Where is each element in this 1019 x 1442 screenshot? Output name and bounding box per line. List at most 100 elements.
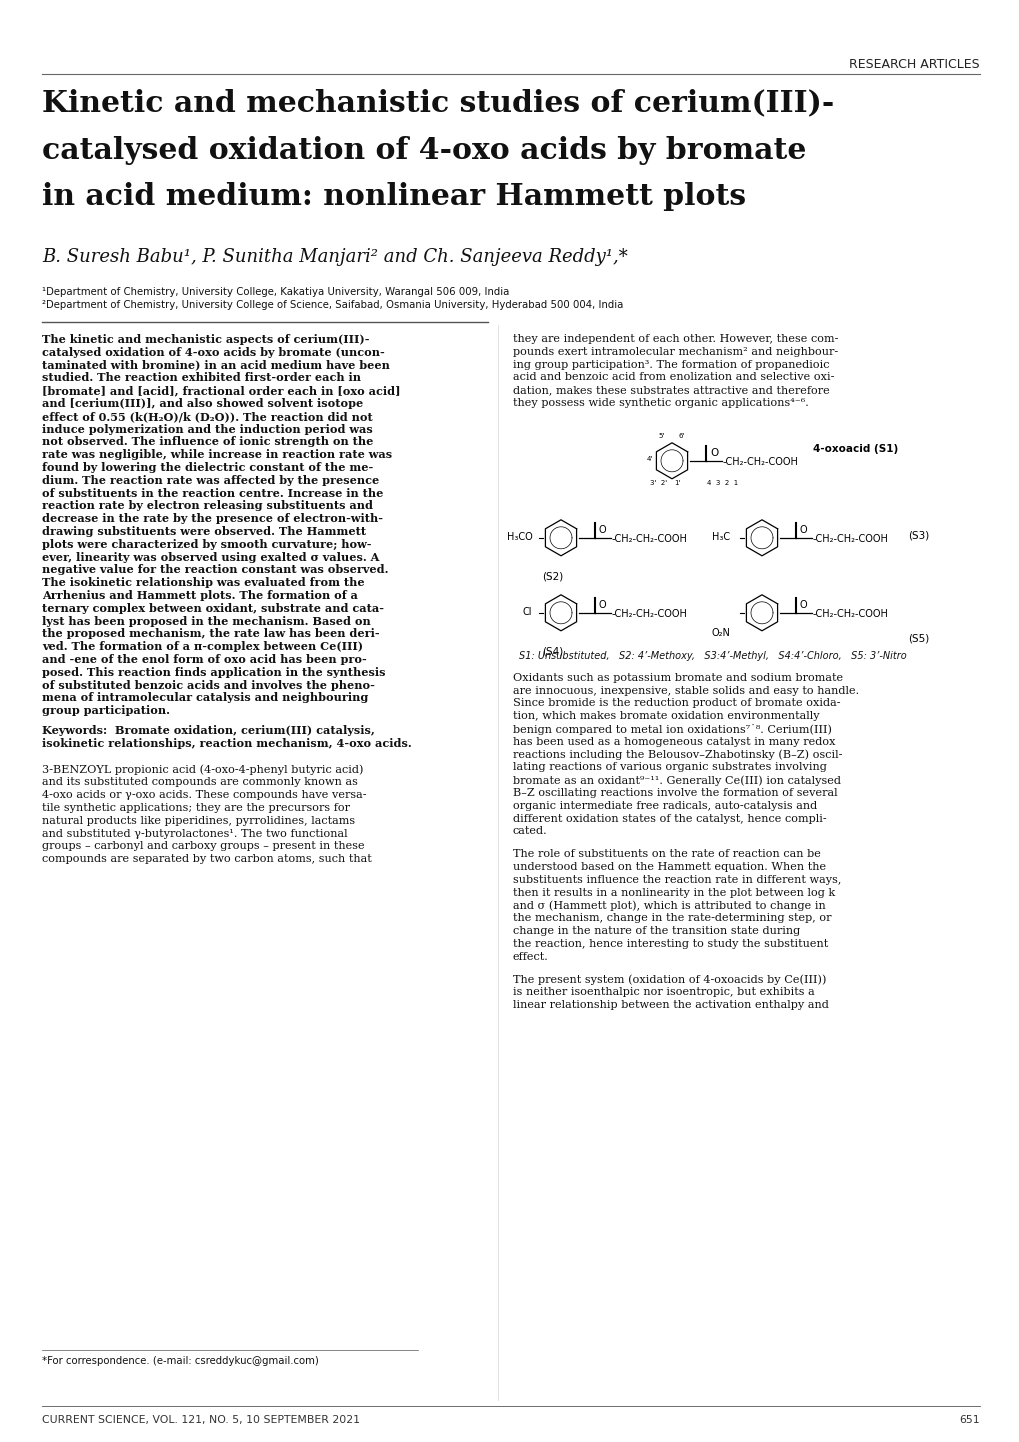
Text: benign compared to metal ion oxidations⁷˙⁸. Cerium(III): benign compared to metal ion oxidations⁷… xyxy=(513,724,832,735)
Text: change in the nature of the transition state during: change in the nature of the transition s… xyxy=(513,926,800,936)
Text: 1': 1' xyxy=(674,480,680,486)
Text: is neither isoenthalpic nor isoentropic, but exhibits a: is neither isoenthalpic nor isoentropic,… xyxy=(513,988,814,998)
Text: CURRENT SCIENCE, VOL. 121, NO. 5, 10 SEPTEMBER 2021: CURRENT SCIENCE, VOL. 121, NO. 5, 10 SEP… xyxy=(42,1415,360,1425)
Text: taminated with bromine) in an acid medium have been: taminated with bromine) in an acid mediu… xyxy=(42,359,389,371)
Text: linear relationship between the activation enthalpy and: linear relationship between the activati… xyxy=(513,999,828,1009)
Text: Kinetic and mechanistic studies of cerium(III)-: Kinetic and mechanistic studies of ceriu… xyxy=(42,88,834,117)
Text: they possess wide synthetic organic applications⁴⁻⁶.: they possess wide synthetic organic appl… xyxy=(513,398,808,408)
Text: The kinetic and mechanistic aspects of cerium(III)-: The kinetic and mechanistic aspects of c… xyxy=(42,335,369,345)
Text: drawing substituents were observed. The Hammett: drawing substituents were observed. The … xyxy=(42,526,366,536)
Text: and substituted γ-butyrolactones¹. The two functional: and substituted γ-butyrolactones¹. The t… xyxy=(42,829,347,839)
Text: (S2): (S2) xyxy=(542,572,564,581)
Text: not observed. The influence of ionic strength on the: not observed. The influence of ionic str… xyxy=(42,437,373,447)
Text: 3'  2': 3' 2' xyxy=(649,480,666,486)
Text: O: O xyxy=(799,525,807,535)
Text: (S4): (S4) xyxy=(542,647,564,656)
Text: organic intermediate free radicals, auto-catalysis and: organic intermediate free radicals, auto… xyxy=(513,800,816,810)
Text: and [cerium(III)], and also showed solvent isotope: and [cerium(III)], and also showed solve… xyxy=(42,398,363,410)
Text: ²Department of Chemistry, University College of Science, Saifabad, Osmania Unive: ²Department of Chemistry, University Col… xyxy=(42,300,623,310)
Text: negative value for the reaction constant was observed.: negative value for the reaction constant… xyxy=(42,564,388,575)
Text: tile synthetic applications; they are the precursors for: tile synthetic applications; they are th… xyxy=(42,803,350,813)
Text: -CH₂-CH₂-COOH: -CH₂-CH₂-COOH xyxy=(812,534,888,544)
Text: O: O xyxy=(799,600,807,610)
Text: pounds exert intramolecular mechanism² and neighbour-: pounds exert intramolecular mechanism² a… xyxy=(513,346,838,356)
Text: 4-oxoacid (S1): 4-oxoacid (S1) xyxy=(812,444,898,454)
Text: tion, which makes bromate oxidation environmentally: tion, which makes bromate oxidation envi… xyxy=(513,711,819,721)
Text: (S3): (S3) xyxy=(907,531,928,541)
Text: substituents influence the reaction rate in different ways,: substituents influence the reaction rate… xyxy=(513,875,841,885)
Text: B. Suresh Babu¹, P. Sunitha Manjari² and Ch. Sanjeeva Reddy¹,*: B. Suresh Babu¹, P. Sunitha Manjari² and… xyxy=(42,248,627,265)
Text: -CH₂-CH₂-COOH: -CH₂-CH₂-COOH xyxy=(722,457,798,467)
Text: plots were characterized by smooth curvature; how-: plots were characterized by smooth curva… xyxy=(42,539,371,549)
Text: H₃C: H₃C xyxy=(711,532,730,542)
Text: lating reactions of various organic substrates involving: lating reactions of various organic subs… xyxy=(513,763,826,773)
Text: found by lowering the dielectric constant of the me-: found by lowering the dielectric constan… xyxy=(42,461,373,473)
Text: posed. This reaction finds application in the synthesis: posed. This reaction finds application i… xyxy=(42,666,385,678)
Text: bromate as an oxidant⁹⁻¹¹. Generally Ce(III) ion catalysed: bromate as an oxidant⁹⁻¹¹. Generally Ce(… xyxy=(513,776,841,786)
Text: O: O xyxy=(598,600,606,610)
Text: reaction rate by electron releasing substituents and: reaction rate by electron releasing subs… xyxy=(42,500,373,512)
Text: in acid medium: nonlinear Hammett plots: in acid medium: nonlinear Hammett plots xyxy=(42,182,745,211)
Text: and σ (Hammett plot), which is attributed to change in: and σ (Hammett plot), which is attribute… xyxy=(513,900,825,911)
Text: lyst has been proposed in the mechanism. Based on: lyst has been proposed in the mechanism.… xyxy=(42,616,370,627)
Text: 4': 4' xyxy=(646,456,652,461)
Text: of substituents in the reaction centre. Increase in the: of substituents in the reaction centre. … xyxy=(42,487,383,499)
Text: The isokinetic relationship was evaluated from the: The isokinetic relationship was evaluate… xyxy=(42,577,364,588)
Text: Arrhenius and Hammett plots. The formation of a: Arrhenius and Hammett plots. The formati… xyxy=(42,590,358,601)
Text: induce polymerization and the induction period was: induce polymerization and the induction … xyxy=(42,424,372,434)
Text: -CH₂-CH₂-COOH: -CH₂-CH₂-COOH xyxy=(812,609,888,619)
Text: O: O xyxy=(709,448,717,457)
Text: The role of substituents on the rate of reaction can be: The role of substituents on the rate of … xyxy=(513,849,820,859)
Text: are innocuous, inexpensive, stable solids and easy to handle.: are innocuous, inexpensive, stable solid… xyxy=(513,685,858,695)
Text: catalysed oxidation of 4-oxo acids by bromate (uncon-: catalysed oxidation of 4-oxo acids by br… xyxy=(42,346,384,358)
Text: (S5): (S5) xyxy=(907,634,928,643)
Text: S1: Unsubstituted,   S2: 4’-Methoxy,   S3:4’-Methyl,   S4:4’-Chloro,   S5: 3’-Ni: S1: Unsubstituted, S2: 4’-Methoxy, S3:4’… xyxy=(519,650,906,660)
Text: studied. The reaction exhibited first-order each in: studied. The reaction exhibited first-or… xyxy=(42,372,361,384)
Text: understood based on the Hammett equation. When the: understood based on the Hammett equation… xyxy=(513,862,825,872)
Text: natural products like piperidines, pyrrolidines, lactams: natural products like piperidines, pyrro… xyxy=(42,816,355,826)
Text: reactions including the Belousov–Zhabotinsky (B–Z) oscil-: reactions including the Belousov–Zhaboti… xyxy=(513,750,842,760)
Text: they are independent of each other. However, these com-: they are independent of each other. Howe… xyxy=(513,335,838,345)
Text: decrease in the rate by the presence of electron-with-: decrease in the rate by the presence of … xyxy=(42,513,382,525)
Text: the reaction, hence interesting to study the substituent: the reaction, hence interesting to study… xyxy=(513,939,827,949)
Text: dium. The reaction rate was affected by the presence: dium. The reaction rate was affected by … xyxy=(42,474,379,486)
Text: and -ene of the enol form of oxo acid has been pro-: and -ene of the enol form of oxo acid ha… xyxy=(42,655,367,665)
Text: O₂N: O₂N xyxy=(711,627,731,637)
Text: *For correspondence. (e-mail: csreddykuc@gmail.com): *For correspondence. (e-mail: csreddykuc… xyxy=(42,1355,319,1366)
Text: compounds are separated by two carbon atoms, such that: compounds are separated by two carbon at… xyxy=(42,854,371,864)
Text: Since bromide is the reduction product of bromate oxida-: Since bromide is the reduction product o… xyxy=(513,698,840,708)
Text: The present system (oxidation of 4-oxoacids by Ce(III)): The present system (oxidation of 4-oxoac… xyxy=(513,975,825,985)
Text: then it results in a nonlinearity in the plot between log k: then it results in a nonlinearity in the… xyxy=(513,888,835,897)
Text: groups – carbonyl and carboxy groups – present in these: groups – carbonyl and carboxy groups – p… xyxy=(42,841,364,851)
Text: -CH₂-CH₂-COOH: -CH₂-CH₂-COOH xyxy=(611,609,687,619)
Text: rate was negligible, while increase in reaction rate was: rate was negligible, while increase in r… xyxy=(42,450,391,460)
Text: effect.: effect. xyxy=(513,952,548,962)
Text: B–Z oscillating reactions involve the formation of several: B–Z oscillating reactions involve the fo… xyxy=(513,787,837,797)
Text: mena of intramolecular catalysis and neighbouring: mena of intramolecular catalysis and nei… xyxy=(42,692,368,704)
Text: acid and benzoic acid from enolization and selective oxi-: acid and benzoic acid from enolization a… xyxy=(513,372,834,382)
Text: dation, makes these substrates attractive and therefore: dation, makes these substrates attractiv… xyxy=(513,385,828,395)
Text: 4  3  2  1: 4 3 2 1 xyxy=(706,480,738,486)
Text: O: O xyxy=(598,525,606,535)
Text: ved. The formation of a π-complex between Ce(III): ved. The formation of a π-complex betwee… xyxy=(42,642,363,652)
Text: [bromate] and [acid], fractional order each in [oxo acid]: [bromate] and [acid], fractional order e… xyxy=(42,385,400,397)
Text: group participation.: group participation. xyxy=(42,705,170,717)
Text: 4-oxo acids or γ-oxo acids. These compounds have versa-: 4-oxo acids or γ-oxo acids. These compou… xyxy=(42,790,366,800)
Text: ternary complex between oxidant, substrate and cata-: ternary complex between oxidant, substra… xyxy=(42,603,383,614)
Text: -CH₂-CH₂-COOH: -CH₂-CH₂-COOH xyxy=(611,534,687,544)
Text: Keywords:  Bromate oxidation, cerium(III) catalysis,: Keywords: Bromate oxidation, cerium(III)… xyxy=(42,725,375,735)
Text: and its substituted compounds are commonly known as: and its substituted compounds are common… xyxy=(42,777,358,787)
Text: ever, linearity was observed using exalted σ values. A: ever, linearity was observed using exalt… xyxy=(42,552,379,562)
Text: catalysed oxidation of 4-oxo acids by bromate: catalysed oxidation of 4-oxo acids by br… xyxy=(42,136,806,164)
Text: effect of 0.55 (k(H₂O)/k (D₂O)). The reaction did not: effect of 0.55 (k(H₂O)/k (D₂O)). The rea… xyxy=(42,411,372,423)
Text: 6': 6' xyxy=(679,433,685,438)
Text: the mechanism, change in the rate-determining step, or: the mechanism, change in the rate-determ… xyxy=(513,913,830,923)
Text: has been used as a homogeneous catalyst in many redox: has been used as a homogeneous catalyst … xyxy=(513,737,835,747)
Text: cated.: cated. xyxy=(513,826,547,836)
Text: the proposed mechanism, the rate law has been deri-: the proposed mechanism, the rate law has… xyxy=(42,629,379,639)
Text: Oxidants such as potassium bromate and sodium bromate: Oxidants such as potassium bromate and s… xyxy=(513,673,843,684)
Text: H₃CO: H₃CO xyxy=(506,532,532,542)
Text: 5': 5' xyxy=(658,433,664,438)
Text: ¹Department of Chemistry, University College, Kakatiya University, Warangal 506 : ¹Department of Chemistry, University Col… xyxy=(42,287,508,297)
Text: 3-BENZOYL propionic acid (4-oxo-4-phenyl butyric acid): 3-BENZOYL propionic acid (4-oxo-4-phenyl… xyxy=(42,764,363,776)
